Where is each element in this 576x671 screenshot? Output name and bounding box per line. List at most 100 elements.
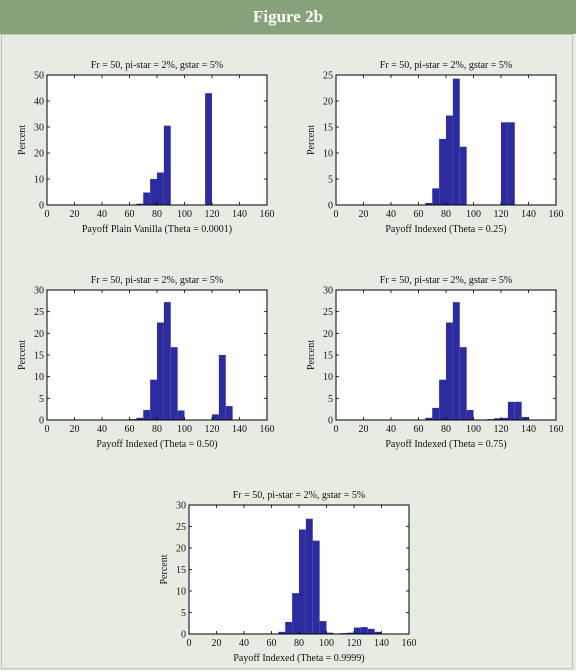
histogram-bar	[425, 417, 433, 420]
histogram-bar	[278, 631, 286, 634]
x-tick-label: 40	[97, 424, 107, 435]
histogram-panel-4: 0 20 40 60 80 100 120 140 160 0 5 10 15 20 25 30 Fr = 50…	[306, 275, 564, 450]
y-tick-label: 10	[323, 372, 333, 383]
y-axis-label: Percent	[17, 340, 28, 370]
x-tick-label: 160	[549, 424, 564, 435]
y-tick-label: 40	[34, 97, 44, 108]
y-tick-label: 30	[176, 501, 186, 512]
histogram-bar	[312, 540, 320, 634]
x-tick-label: 80	[441, 209, 451, 220]
x-tick-label: 80	[152, 424, 162, 435]
histogram-bar	[319, 621, 327, 634]
y-tick-label: 10	[176, 587, 186, 598]
histogram-bar	[501, 122, 508, 205]
histogram-bar	[143, 192, 151, 205]
histogram-bar	[157, 322, 164, 420]
x-tick-label: 120	[205, 424, 220, 435]
x-axis-label: Payoff Plain Vanilla (Theta = 0.0001)	[82, 224, 232, 235]
x-tick-label: 140	[374, 638, 389, 649]
x-tick-label: 140	[521, 209, 536, 220]
histogram-bar	[446, 115, 453, 205]
histogram-panel-3: 0 20 40 60 80 100 120 140 160 0 5 10 15 20 25 30 Fr = 50…	[17, 275, 275, 450]
x-tick-label: 80	[441, 424, 451, 435]
x-tick-label: 100	[466, 209, 481, 220]
histogram-bar	[136, 417, 144, 420]
histogram-bar	[212, 414, 219, 420]
x-tick-label: 60	[414, 209, 424, 220]
y-tick-label: 15	[323, 351, 333, 362]
histogram-bar	[452, 302, 460, 420]
x-tick-label: 120	[205, 209, 220, 220]
histogram-bar	[452, 78, 460, 205]
y-tick-label: 10	[34, 372, 44, 383]
x-tick-label: 100	[177, 424, 192, 435]
chart-title: Fr = 50, pi-star = 2%, gstar = 5%	[380, 275, 512, 286]
histogram-bar	[439, 379, 446, 420]
histogram-bar	[514, 401, 522, 420]
figure-title-banner: Figure 2b	[0, 0, 576, 34]
x-tick-label: 0	[334, 209, 339, 220]
histogram-bar	[299, 529, 306, 634]
histogram-bar	[432, 407, 440, 420]
histogram-panel-1: 0 20 40 60 80 100 120 140 160 0 10 20 30 40 50 Fr = 50,…	[17, 60, 275, 235]
x-tick-label: 20	[359, 209, 369, 220]
y-tick-label: 30	[34, 286, 44, 297]
y-tick-label: 20	[176, 544, 186, 555]
x-tick-label: 140	[232, 209, 247, 220]
histogram-bar	[177, 410, 185, 420]
histogram-bar	[360, 627, 368, 634]
histogram-bar	[305, 518, 313, 634]
histogram-bar	[143, 410, 151, 420]
chart-title: Fr = 50, pi-star = 2%, gstar = 5%	[233, 490, 365, 501]
x-tick-label: 0	[45, 424, 50, 435]
histogram-bar	[163, 302, 171, 420]
histogram-bar	[507, 401, 515, 420]
y-tick-label: 20	[34, 149, 44, 160]
x-tick-label: 0	[187, 638, 192, 649]
x-tick-label: 20	[359, 424, 369, 435]
figure-title: Figure 2b	[252, 7, 324, 26]
x-tick-label: 40	[386, 424, 396, 435]
histogram-bar	[374, 631, 382, 634]
x-axis-label: Payoff Indexed (Theta = 0.9999)	[233, 653, 364, 664]
histogram-panel-5: 0 20 40 60 80 100 120 140 160 0 5 10 15 20 25 30 Fr = 50…	[159, 490, 417, 664]
x-tick-label: 80	[294, 638, 304, 649]
x-tick-label: 20	[70, 424, 80, 435]
y-tick-label: 20	[323, 97, 333, 108]
y-tick-label: 25	[176, 522, 186, 533]
y-tick-label: 15	[176, 565, 186, 576]
histogram-bar	[432, 188, 440, 205]
y-tick-label: 5	[328, 394, 333, 405]
y-tick-label: 10	[34, 175, 44, 186]
y-tick-label: 0	[328, 201, 333, 212]
x-axis-label: Payoff Indexed (Theta = 0.50)	[96, 439, 217, 450]
histogram-bar	[446, 322, 453, 420]
x-tick-label: 60	[267, 638, 277, 649]
y-tick-label: 0	[39, 416, 44, 427]
y-tick-label: 20	[34, 329, 44, 340]
x-tick-label: 100	[466, 424, 481, 435]
histogram-bar	[326, 632, 334, 634]
figure-frame	[1, 34, 573, 669]
chart-title: Fr = 50, pi-star = 2%, gstar = 5%	[91, 60, 223, 71]
y-tick-label: 15	[323, 123, 333, 134]
histogram-bar	[347, 632, 354, 634]
y-axis-label: Percent	[306, 340, 317, 370]
histogram-bar	[425, 202, 433, 205]
y-tick-label: 30	[34, 123, 44, 134]
x-tick-label: 0	[334, 424, 339, 435]
y-tick-label: 5	[181, 608, 186, 619]
y-tick-label: 5	[328, 175, 333, 186]
histogram-bar	[459, 146, 467, 205]
x-tick-label: 120	[494, 209, 509, 220]
y-tick-label: 0	[39, 201, 44, 212]
y-tick-label: 25	[34, 307, 44, 318]
histogram-bar	[494, 418, 501, 420]
histogram-bar	[521, 416, 529, 420]
y-tick-label: 10	[323, 149, 333, 160]
y-axis-label: Percent	[17, 125, 28, 155]
histogram-bar	[136, 203, 144, 205]
histogram-bar	[501, 417, 508, 420]
histogram-bar	[507, 122, 515, 205]
x-tick-label: 100	[177, 209, 192, 220]
